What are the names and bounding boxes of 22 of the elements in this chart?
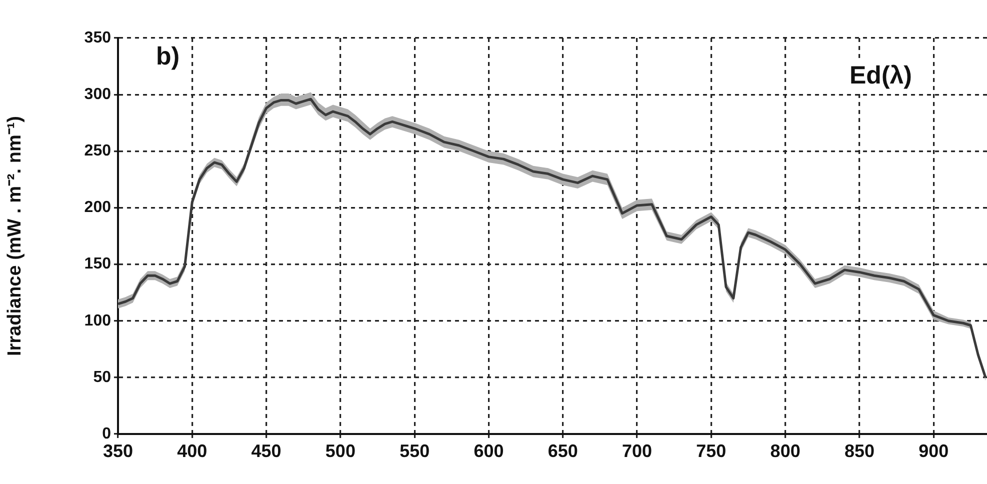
x-tick-label: 650 [548, 440, 578, 461]
y-tick-label: 350 [84, 29, 112, 46]
x-tick-label: 750 [696, 440, 726, 461]
annotation: Ed(λ) [850, 61, 912, 90]
y-tick-label: 200 [84, 199, 112, 216]
y-tick-label: 50 [93, 368, 112, 386]
x-tick-label: 450 [251, 440, 282, 461]
y-axis-title: Irradiance (mW . m⁻². nm⁻¹) [4, 116, 26, 356]
annotation: b) [156, 42, 180, 70]
y-tick-label: 0 [102, 425, 112, 442]
x-tick-label: 700 [622, 440, 652, 461]
y-tick-label: 250 [84, 142, 112, 160]
y-tick-label: 300 [84, 86, 112, 103]
x-tick-label: 600 [474, 440, 504, 461]
y-tick-label: 150 [84, 256, 112, 273]
x-tick-label: 550 [400, 440, 430, 461]
x-tick-label: 800 [770, 440, 800, 461]
x-tick-label: 400 [177, 440, 208, 461]
x-tick-label: 500 [325, 440, 356, 461]
y-tick-label: 100 [84, 312, 112, 330]
x-tick-label: 850 [844, 440, 874, 461]
x-tick-label: 900 [918, 440, 949, 461]
